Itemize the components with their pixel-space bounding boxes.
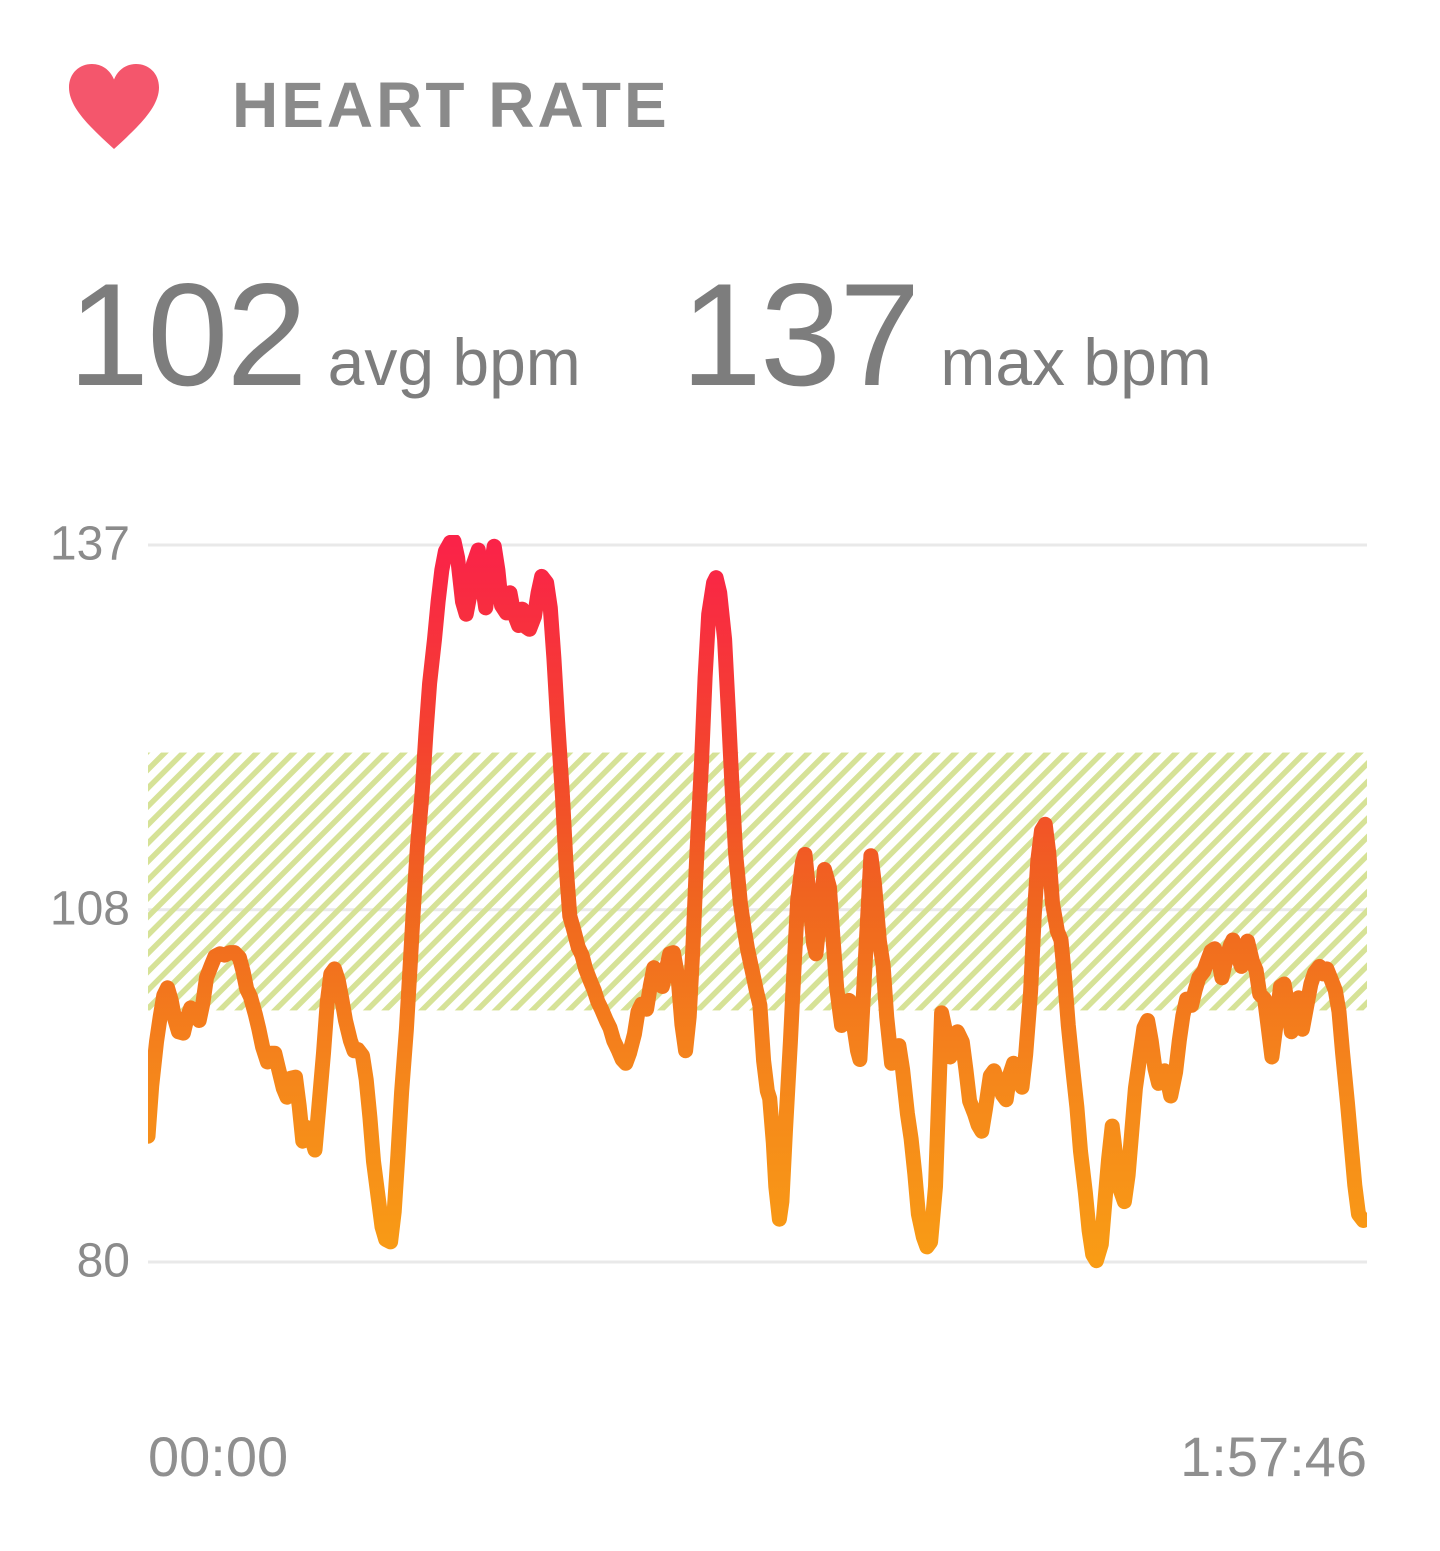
y-axis-tick-label: 108 xyxy=(49,882,130,936)
x-axis-end-label: 1:57:46 xyxy=(1180,1425,1367,1488)
y-axis-tick-label: 80 xyxy=(76,1234,130,1288)
heart-rate-line-chart[interactable] xyxy=(148,535,1367,1275)
summary-stats: 102 avg bpm 137 max bpm xyxy=(68,253,1212,416)
header: HEART RATE xyxy=(64,58,670,152)
heart-rate-line xyxy=(148,535,1367,1269)
avg-bpm-stat: 102 avg bpm xyxy=(68,253,581,416)
page-title: HEART RATE xyxy=(232,69,670,141)
avg-bpm-value: 102 xyxy=(68,253,308,416)
x-axis-start-label: 00:00 xyxy=(148,1425,289,1488)
y-axis-tick-label: 137 xyxy=(49,517,130,571)
heart-icon xyxy=(69,64,159,149)
avg-bpm-label: avg bpm xyxy=(327,325,581,399)
max-bpm-label: max bpm xyxy=(940,325,1212,399)
max-bpm-stat: 137 max bpm xyxy=(680,253,1212,416)
max-bpm-value: 137 xyxy=(680,253,921,416)
